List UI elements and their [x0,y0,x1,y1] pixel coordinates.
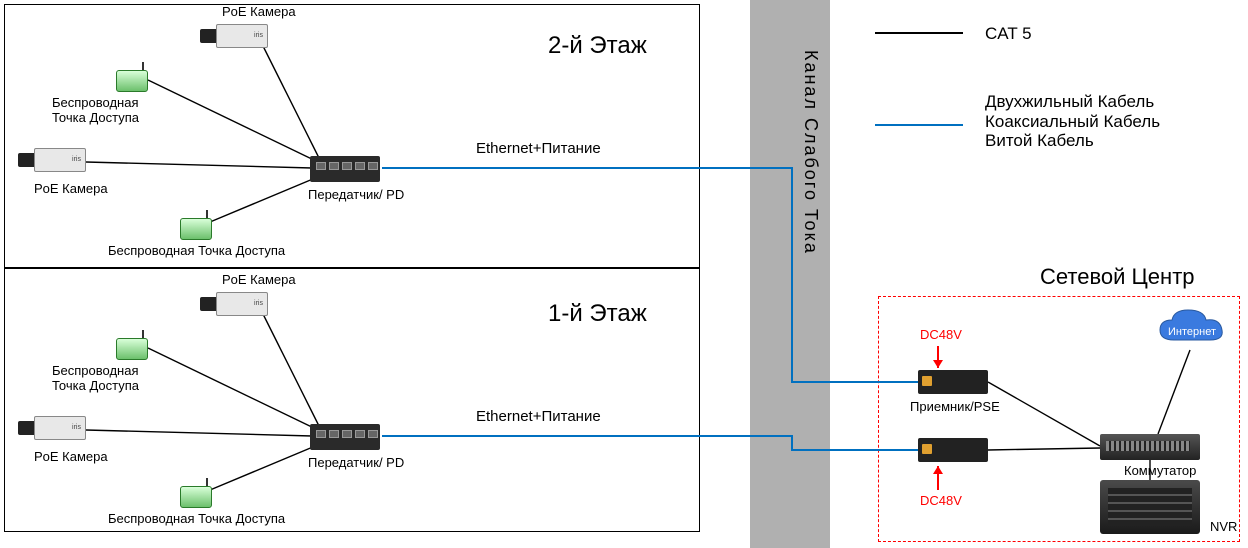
receiver-pse [918,438,988,462]
transmitter-pd [310,424,380,450]
legend-cat5-label: CAT 5 [985,24,1032,44]
wiring-layer [0,0,1248,548]
internet-label: Интернет [1168,326,1216,338]
nvr [1100,480,1200,534]
poe-camera: iris [18,412,88,446]
device-label: PoE Камера [34,182,108,197]
device-label: DC48V [920,494,962,509]
device-label: PoE Камера [222,273,296,288]
device-label: DC48V [920,328,962,343]
ethernet-power-label-1f: Ethernet+Питание [476,408,601,425]
ethernet-power-label-2f: Ethernet+Питание [476,140,601,157]
device-label: Приемник/PSE [910,400,1000,415]
device-label: Передатчик/ PD [308,188,404,203]
device-label: Беспроводная Точка Доступа [52,364,139,394]
wireless-ap [180,210,216,240]
poe-camera: iris [18,144,88,178]
wireless-ap [116,62,152,92]
wireless-ap [180,478,216,508]
receiver-pse [918,370,988,394]
legend-cable-label: Двухжильный Кабель Коаксиальный Кабель В… [985,92,1160,151]
device-label: Коммутатор [1124,464,1196,479]
poe-camera: iris [200,288,270,322]
wireless-ap [116,330,152,360]
device-label: PoE Камера [34,450,108,465]
device-label: NVR [1210,520,1237,535]
transmitter-pd [310,156,380,182]
device-label: PoE Камера [222,5,296,20]
poe-camera: iris [200,20,270,54]
device-label: Передатчик/ PD [308,456,404,471]
device-label: Беспроводная Точка Доступа [108,512,285,527]
device-label: Беспроводная Точка Доступа [108,244,285,259]
network-switch [1100,434,1200,460]
legend-cable-line [875,124,963,126]
device-label: Беспроводная Точка Доступа [52,96,139,126]
legend-cat5-line [875,32,963,34]
